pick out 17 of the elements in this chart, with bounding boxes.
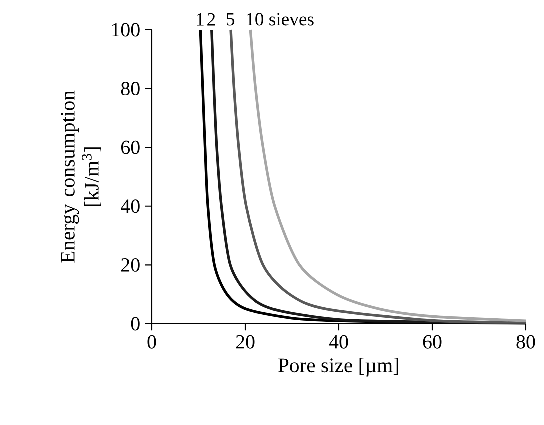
x-tick-label: 80	[516, 335, 536, 349]
x-tick-label: 40	[329, 335, 348, 349]
y-tick-label: 80	[121, 82, 140, 96]
annotation: 2	[208, 13, 216, 26]
y-tick-label: 0	[131, 317, 140, 331]
x-tick-label: 60	[423, 335, 442, 349]
y-tick-label: 20	[122, 258, 140, 272]
y-tick-label: 60	[121, 140, 140, 154]
y-tick-label: 40	[121, 200, 140, 214]
y-axis-title: Energy consumption [kJ/m$^{3}$]	[61, 90, 102, 263]
annotation: 1	[197, 13, 204, 26]
x-axis-title: Pore size [µm]	[278, 358, 398, 377]
annotation: 10 sieves	[247, 13, 314, 26]
x-tick-label: 20	[236, 335, 255, 349]
y-tick-label: 100	[112, 23, 140, 37]
x-tick-label: 0	[148, 335, 156, 349]
annotation: 5	[227, 13, 235, 26]
